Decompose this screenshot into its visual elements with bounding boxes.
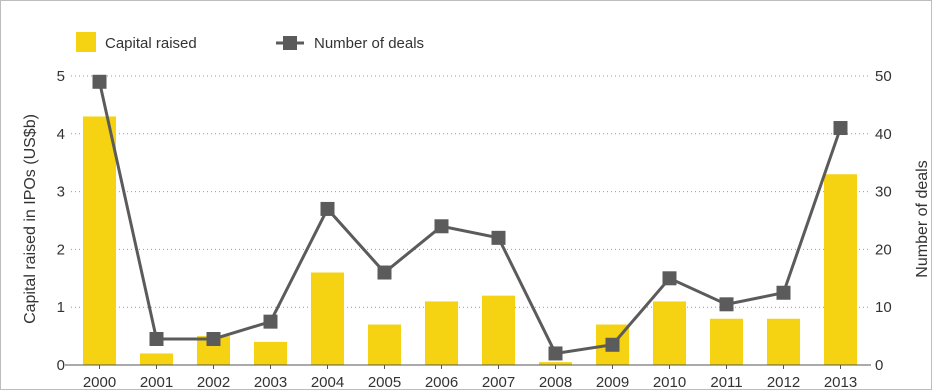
- x-tick-label: 2007: [482, 374, 515, 391]
- bar: [766, 318, 801, 365]
- x-tick-label: 2010: [653, 374, 686, 391]
- deals-point: [776, 285, 791, 300]
- bars: [82, 116, 858, 366]
- deals-point: [377, 265, 392, 280]
- deals-point: [662, 271, 677, 286]
- deals-line: [92, 74, 848, 361]
- x-tick-label: 2006: [425, 374, 458, 391]
- legend-label-bar: Capital raised: [105, 35, 197, 52]
- y-tick-label: 1: [57, 299, 65, 316]
- bar: [253, 341, 288, 365]
- deals-point: [491, 230, 506, 245]
- legend: Capital raised Number of deals: [76, 32, 424, 52]
- bar: [538, 362, 573, 365]
- deals-polyline: [98, 81, 842, 356]
- x-tick-label: 2004: [311, 374, 344, 391]
- bar: [82, 116, 117, 366]
- deals-point: [719, 297, 734, 312]
- bar: [652, 301, 687, 365]
- deals-point: [263, 314, 278, 329]
- y2-tick-label: 0: [875, 357, 883, 374]
- x-tick-label: 2013: [824, 374, 857, 391]
- y2-tick-label: 20: [875, 241, 892, 258]
- x-tick-label: 2001: [140, 374, 173, 391]
- y2-tick-label: 40: [875, 126, 892, 143]
- y2-tick-label: 10: [875, 299, 892, 316]
- y-tick-label: 5: [57, 68, 65, 85]
- x-tick-label: 2003: [254, 374, 287, 391]
- bar: [424, 301, 459, 365]
- x-tick-label: 2002: [197, 374, 230, 391]
- deals-point: [548, 346, 563, 361]
- x-tick-label: 2005: [368, 374, 401, 391]
- bar: [310, 272, 345, 365]
- legend-label-line: Number of deals: [314, 35, 424, 52]
- x-tick-label: 2009: [596, 374, 629, 391]
- y2-tick-label: 50: [875, 68, 892, 85]
- bar: [709, 318, 744, 365]
- legend-swatch-marker: [283, 36, 297, 50]
- x-tick-label: 2012: [767, 374, 800, 391]
- y-tick-label: 0: [57, 357, 65, 374]
- x-tick-label: 2011: [710, 374, 742, 391]
- deals-point: [605, 337, 620, 352]
- bar: [367, 324, 402, 365]
- y-tick-label: 2: [57, 241, 65, 258]
- deals-point: [434, 219, 449, 234]
- bar: [823, 174, 858, 365]
- x-tick-label: 2000: [83, 374, 116, 391]
- deals-point: [320, 201, 335, 216]
- bar: [481, 295, 516, 365]
- y-tick-label: 4: [57, 126, 65, 143]
- deals-point: [206, 331, 221, 346]
- x-tick-label: 2008: [539, 374, 572, 391]
- y2-tick-label: 30: [875, 184, 892, 201]
- y-tick-label: 3: [57, 184, 65, 201]
- legend-swatch-bar: [76, 32, 96, 52]
- bar: [139, 353, 174, 365]
- deals-point: [833, 121, 848, 136]
- deals-point: [149, 331, 164, 346]
- gridlines: [71, 75, 869, 308]
- y-axis-title: Capital raised in IPOs (US$b): [22, 114, 39, 324]
- y2-axis-title: Number of deals: [914, 160, 931, 277]
- deals-point: [92, 74, 107, 89]
